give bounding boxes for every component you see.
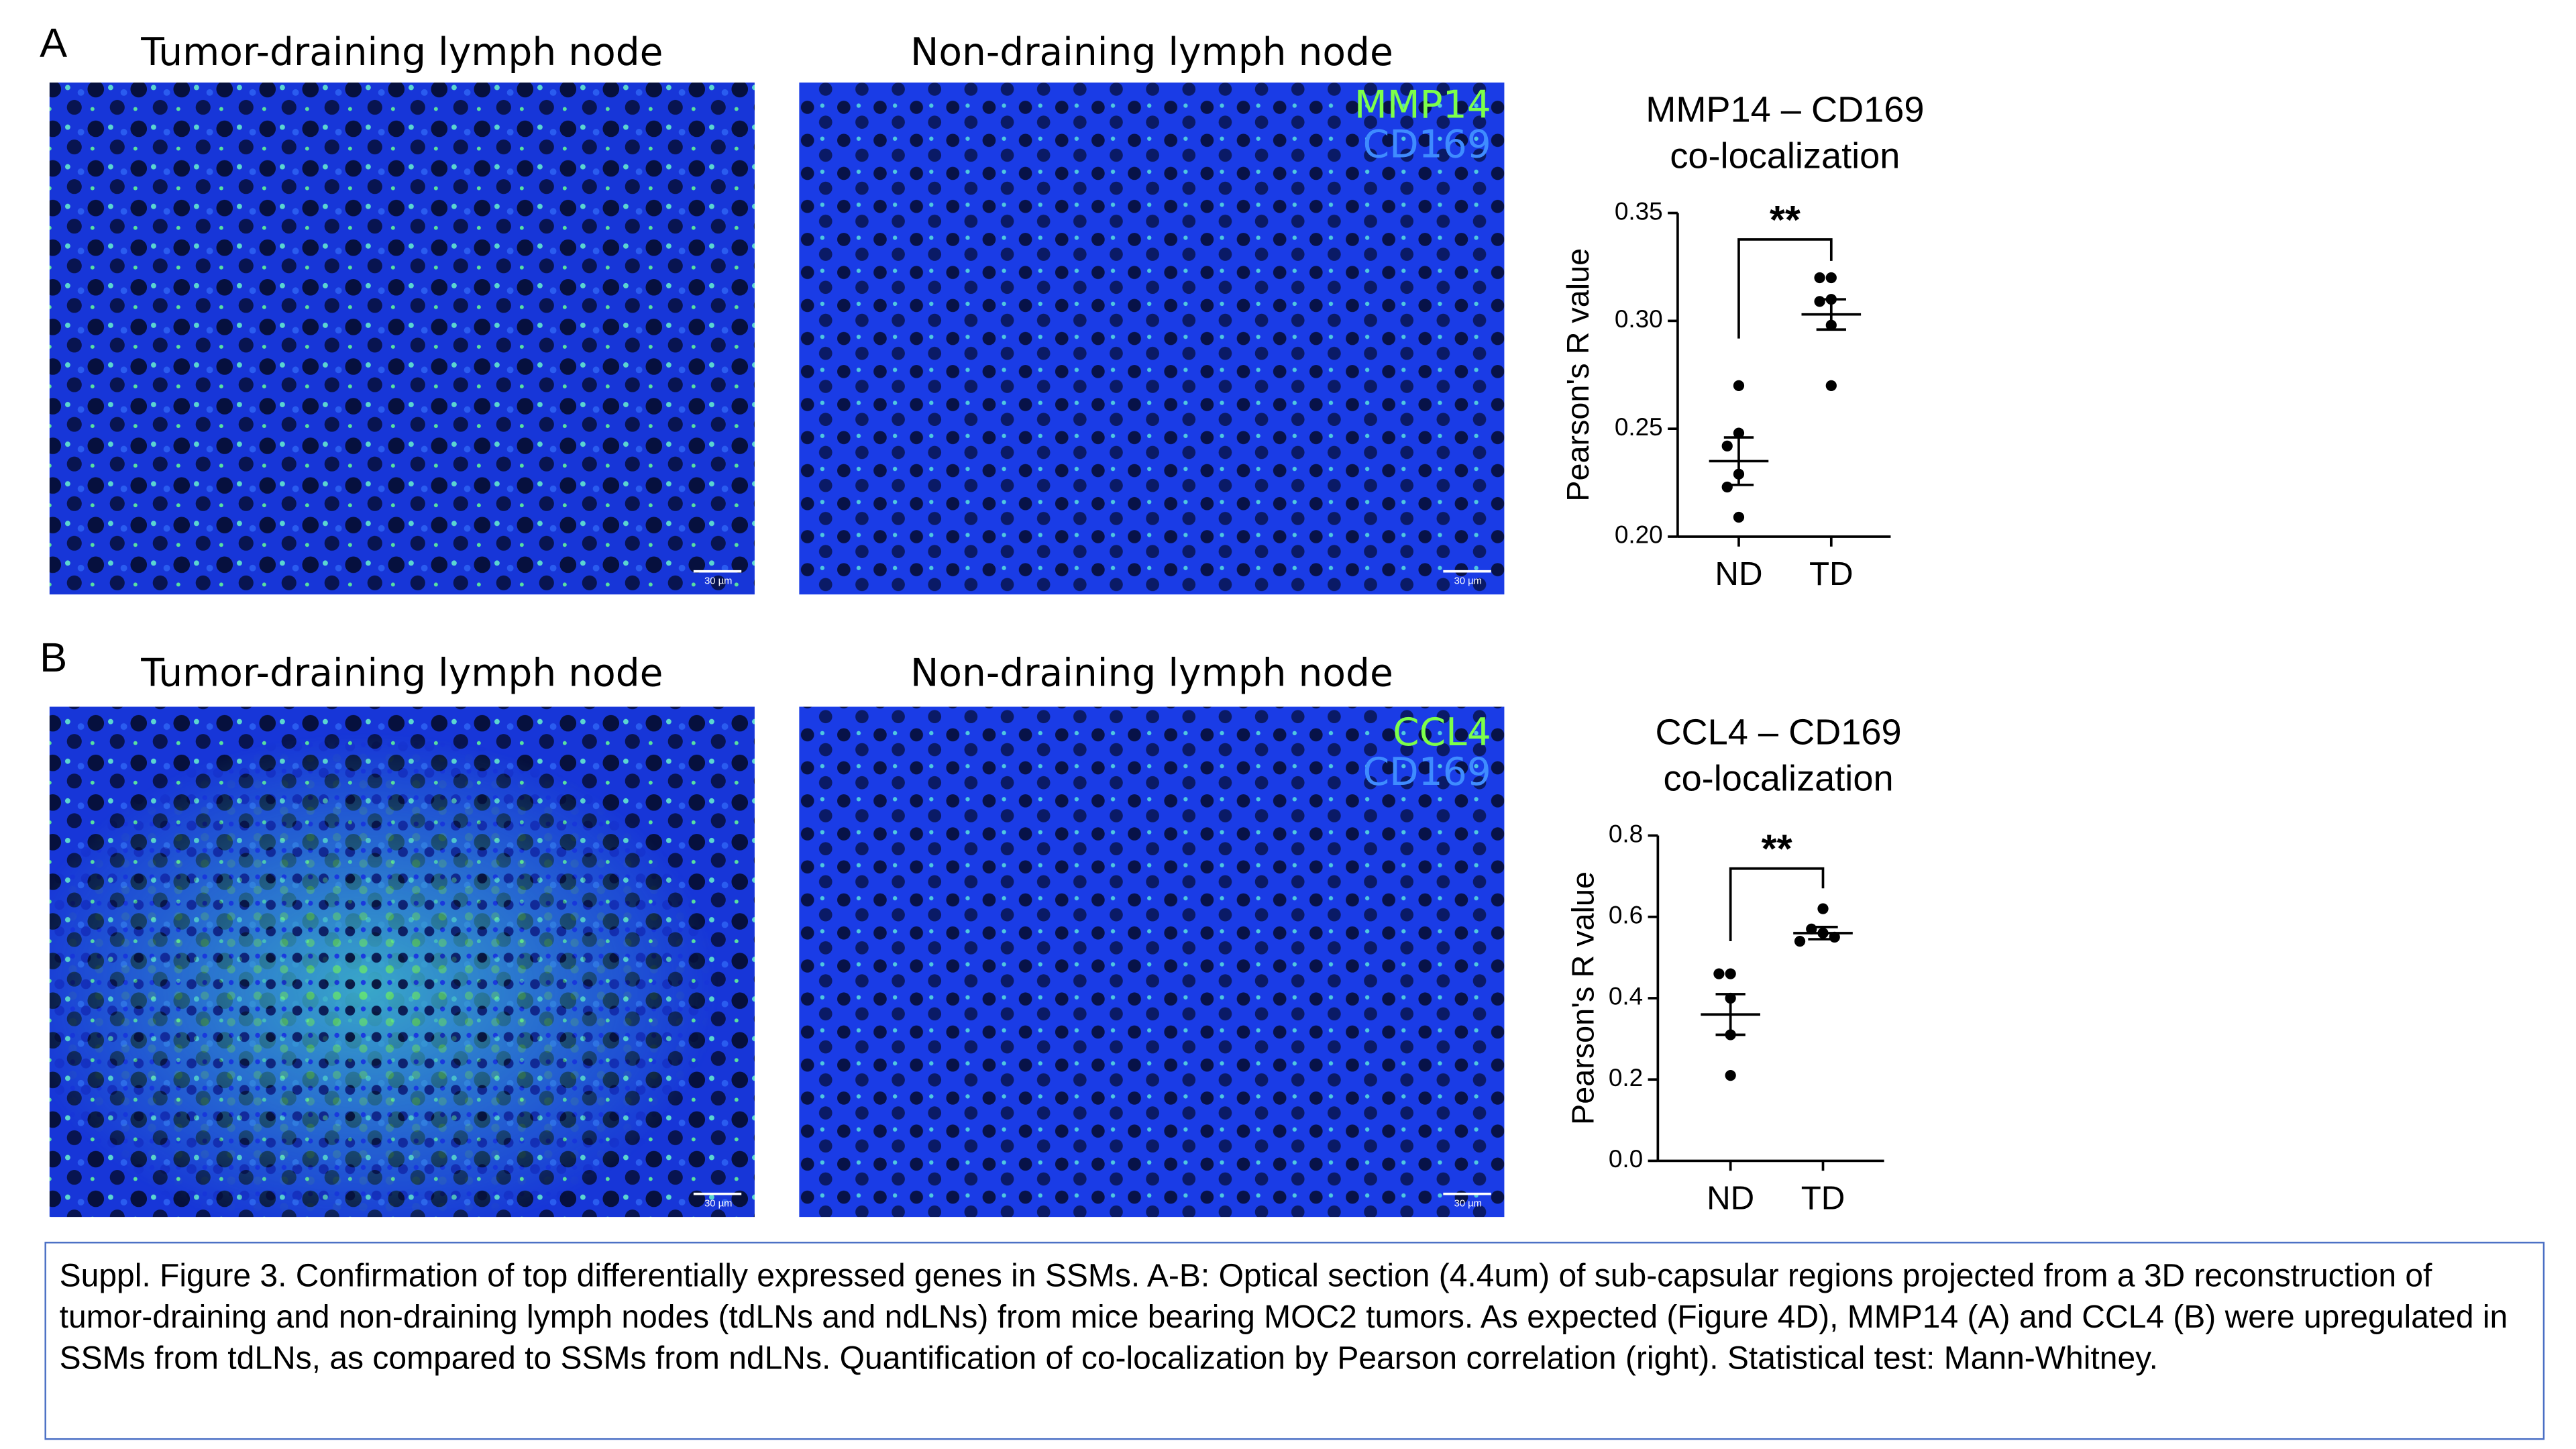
data-point <box>1817 903 1829 914</box>
chart-title: MMP14 – CD169 <box>1646 90 1924 130</box>
y-tick-label: 0.25 <box>1615 413 1663 441</box>
micrograph <box>799 706 1505 1218</box>
data-point <box>1825 380 1837 391</box>
data-point <box>1825 272 1837 284</box>
x-tick-label: TD <box>1801 1180 1845 1217</box>
y-tick-label: 0.0 <box>1609 1145 1643 1173</box>
chart-title: co-localization <box>1670 136 1900 176</box>
channel-label: CD169 <box>1363 750 1491 794</box>
scale-bar-label: 30 µm <box>1454 1198 1482 1209</box>
sem-bar <box>1715 993 1746 1036</box>
image-title: Non-draining lymph node <box>910 30 1393 74</box>
significance-bracket <box>1729 867 1825 942</box>
y-axis-label: Pearson's R value <box>1565 871 1600 1125</box>
y-tick-label: 0.6 <box>1609 901 1643 928</box>
panel-letter: A <box>40 20 67 66</box>
sem-bar <box>1808 926 1838 941</box>
micrograph <box>799 83 1505 595</box>
scale-bar-label: 30 µm <box>704 1198 732 1209</box>
y-tick-label: 0.2 <box>1609 1064 1643 1091</box>
y-tick-label: 0.8 <box>1609 820 1643 847</box>
channel-label: MMP14 <box>1354 83 1491 127</box>
x-tick-label: TD <box>1809 555 1854 592</box>
y-tick-label: 0.30 <box>1615 305 1663 333</box>
chart-title: co-localization <box>1664 759 1894 799</box>
significance-label: ** <box>1762 827 1792 871</box>
data-point <box>1733 427 1745 439</box>
sem-bar <box>1723 436 1754 486</box>
chart-title: CCL4 – CD169 <box>1655 712 1901 753</box>
data-point <box>1733 380 1745 391</box>
y-tick-label: 0.35 <box>1615 197 1663 225</box>
data-point <box>1725 1070 1736 1081</box>
sem-bar <box>1816 298 1846 331</box>
significance-label: ** <box>1770 198 1801 242</box>
data-point <box>1721 440 1733 452</box>
data-point <box>1794 935 1806 947</box>
data-point <box>1814 272 1825 284</box>
micrograph-overlay <box>49 706 755 1218</box>
y-tick-label: 0.4 <box>1609 983 1643 1010</box>
scale-bar-label: 30 µm <box>1454 576 1482 586</box>
y-axis-label: Pearson's R value <box>1560 248 1595 502</box>
scale-bar-label: 30 µm <box>704 576 732 586</box>
image-title: Non-draining lymph node <box>910 651 1393 695</box>
data-point <box>1814 296 1825 307</box>
data-point <box>1725 968 1736 979</box>
image-title: Tumor-draining lymph node <box>140 651 663 695</box>
micrographs <box>49 83 1505 1218</box>
channel-label: CD169 <box>1363 123 1491 167</box>
figure-graphics: A Tumor-draining lymph node 30 µm Non-drain… <box>40 20 1925 1218</box>
channel-label: CCL4 <box>1393 710 1491 755</box>
micrograph <box>49 83 755 595</box>
caption: Suppl. Figure 3. Confirmation of top dif… <box>44 1242 2545 1440</box>
data-point <box>1721 481 1733 493</box>
y-tick-label: 0.20 <box>1615 521 1663 549</box>
significance-bracket <box>1737 238 1833 339</box>
x-tick-label: ND <box>1715 555 1762 592</box>
data-point <box>1713 968 1725 979</box>
panel-letter: B <box>40 635 67 681</box>
data-point <box>1733 511 1745 523</box>
image-title: Tumor-draining lymph node <box>140 30 663 74</box>
x-tick-label: ND <box>1707 1180 1754 1217</box>
